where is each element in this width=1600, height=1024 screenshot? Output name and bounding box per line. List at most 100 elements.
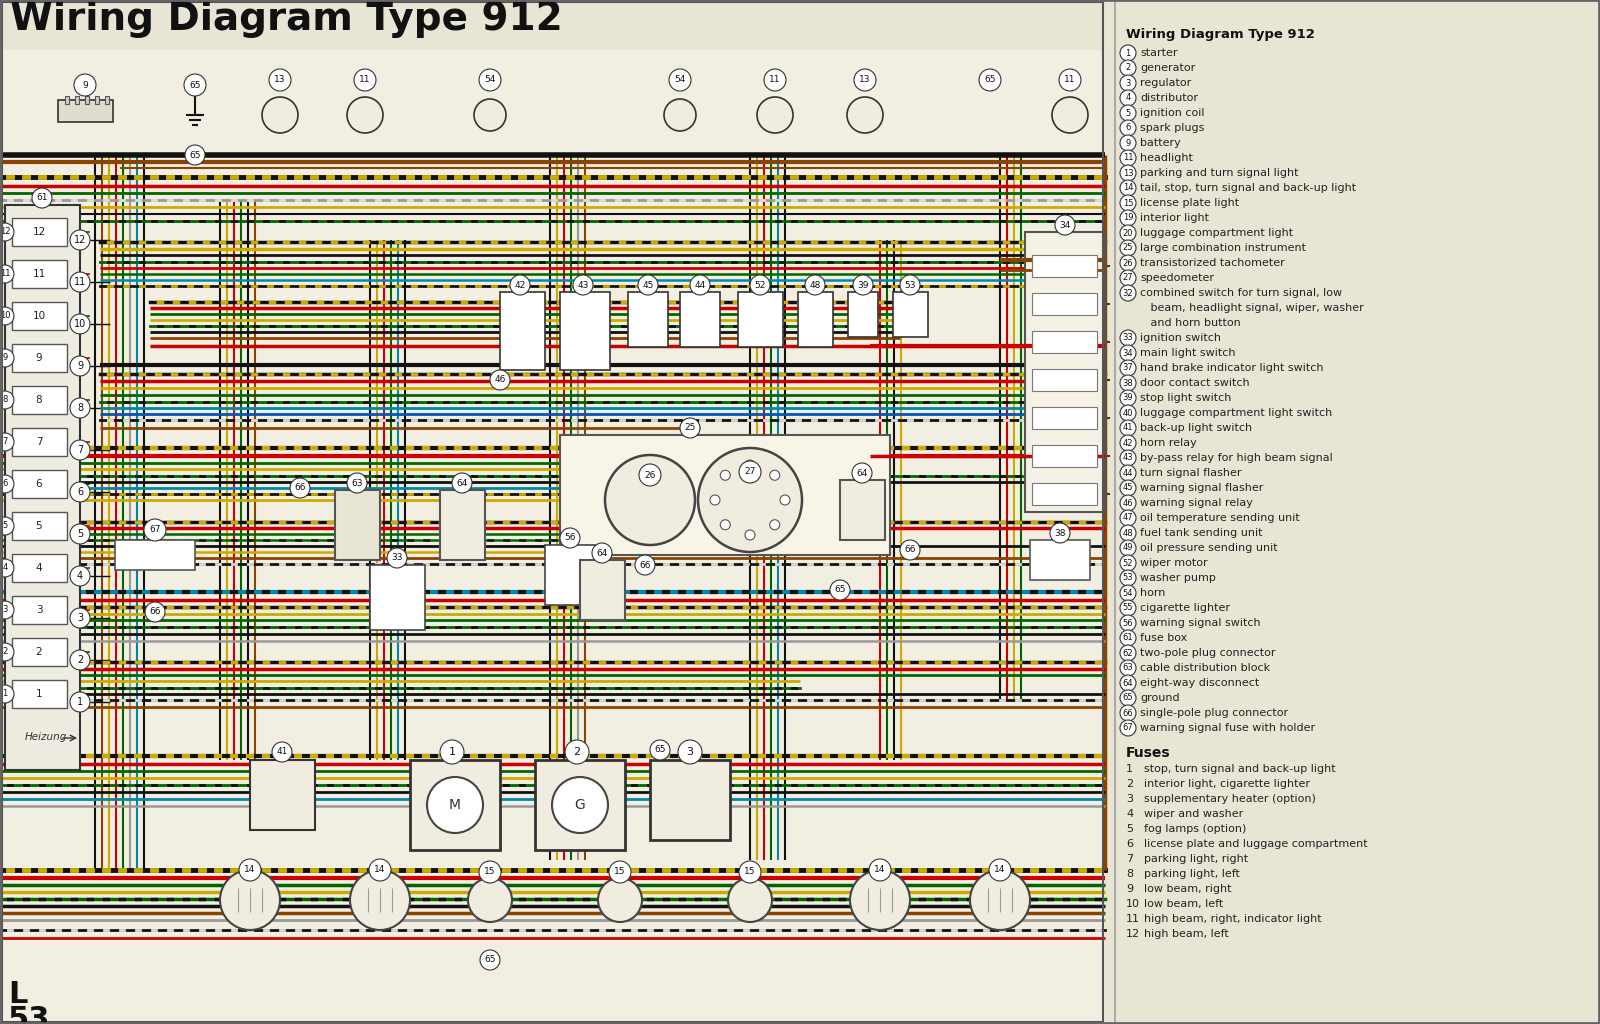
Circle shape — [1120, 180, 1136, 196]
Circle shape — [0, 601, 14, 618]
Text: 42: 42 — [514, 281, 526, 290]
Text: 2: 2 — [573, 746, 581, 757]
Text: 3: 3 — [2, 605, 8, 614]
Circle shape — [427, 777, 483, 833]
Text: 5: 5 — [1125, 109, 1131, 118]
Circle shape — [1120, 675, 1136, 691]
Text: 34: 34 — [1123, 348, 1133, 357]
Bar — [13, 596, 67, 624]
Text: regulator: regulator — [1139, 78, 1192, 88]
Text: 11: 11 — [0, 269, 10, 279]
Text: Wiring Diagram Type 912: Wiring Diagram Type 912 — [1126, 28, 1315, 41]
Text: 9: 9 — [82, 81, 88, 89]
Circle shape — [0, 475, 14, 493]
Text: 34: 34 — [1059, 220, 1070, 229]
Circle shape — [347, 97, 382, 133]
Text: 33: 33 — [392, 554, 403, 562]
Circle shape — [680, 418, 701, 438]
Bar — [13, 218, 67, 246]
Circle shape — [851, 463, 872, 483]
Text: wiper and washer: wiper and washer — [1144, 809, 1243, 819]
Text: 39: 39 — [1123, 393, 1133, 402]
Text: 64: 64 — [597, 549, 608, 557]
Text: oil temperature sending unit: oil temperature sending unit — [1139, 513, 1299, 523]
Circle shape — [573, 275, 594, 295]
Text: 65: 65 — [834, 586, 846, 595]
Text: 4: 4 — [1125, 93, 1131, 102]
Text: interior light, cigarette lighter: interior light, cigarette lighter — [1144, 779, 1310, 790]
Circle shape — [1120, 165, 1136, 181]
Circle shape — [635, 555, 654, 575]
Text: 41: 41 — [1123, 424, 1133, 432]
Text: 3: 3 — [686, 746, 693, 757]
Circle shape — [1120, 240, 1136, 256]
Circle shape — [1120, 285, 1136, 301]
Bar — [1032, 255, 1098, 278]
Circle shape — [70, 650, 90, 670]
Text: washer pump: washer pump — [1139, 573, 1216, 583]
Text: 15: 15 — [744, 867, 755, 877]
Circle shape — [1054, 215, 1075, 234]
Circle shape — [0, 433, 14, 451]
Circle shape — [1120, 406, 1136, 421]
Circle shape — [1120, 60, 1136, 76]
Text: eight-way disconnect: eight-way disconnect — [1139, 678, 1259, 688]
Circle shape — [610, 861, 630, 883]
Text: 66: 66 — [294, 483, 306, 493]
Text: 39: 39 — [858, 281, 869, 290]
Circle shape — [805, 275, 826, 295]
Bar — [334, 490, 381, 560]
Bar — [560, 435, 890, 555]
Bar — [94, 96, 99, 104]
Circle shape — [0, 265, 14, 283]
Text: 33: 33 — [1123, 334, 1133, 342]
Text: 9: 9 — [2, 353, 8, 362]
Bar — [410, 760, 499, 850]
Circle shape — [70, 608, 90, 628]
Text: low beam, left: low beam, left — [1144, 899, 1224, 909]
Circle shape — [592, 543, 611, 563]
Text: battery: battery — [1139, 138, 1181, 148]
Circle shape — [720, 470, 730, 480]
Circle shape — [565, 740, 589, 764]
Circle shape — [552, 777, 608, 833]
Bar — [1032, 369, 1098, 391]
Text: 14: 14 — [245, 865, 256, 874]
Text: 3: 3 — [35, 605, 42, 615]
Circle shape — [1120, 585, 1136, 601]
Text: 54: 54 — [485, 76, 496, 85]
Text: 32: 32 — [1123, 289, 1133, 298]
Circle shape — [1120, 525, 1136, 541]
Circle shape — [746, 460, 755, 470]
Bar — [627, 292, 669, 347]
Circle shape — [350, 870, 410, 930]
Text: 64: 64 — [1123, 679, 1133, 687]
Bar — [848, 292, 878, 337]
Text: license plate light: license plate light — [1139, 198, 1238, 208]
Text: 14: 14 — [994, 865, 1006, 874]
Text: 5: 5 — [35, 521, 42, 531]
Text: 43: 43 — [1123, 454, 1133, 463]
Text: Wiring Diagram Type 912: Wiring Diagram Type 912 — [10, 0, 563, 38]
Text: 10: 10 — [32, 311, 45, 321]
Text: headlight: headlight — [1139, 153, 1194, 163]
Text: 52: 52 — [754, 281, 766, 290]
Bar — [840, 480, 885, 540]
Circle shape — [638, 464, 661, 486]
Circle shape — [387, 548, 406, 568]
Text: parking and turn signal light: parking and turn signal light — [1139, 168, 1299, 178]
Text: 66: 66 — [904, 546, 915, 555]
Circle shape — [1120, 570, 1136, 586]
Text: 11: 11 — [770, 76, 781, 85]
Text: warning signal relay: warning signal relay — [1139, 498, 1253, 508]
Text: 48: 48 — [810, 281, 821, 290]
Text: 13: 13 — [859, 76, 870, 85]
Circle shape — [354, 69, 376, 91]
Bar — [13, 428, 67, 456]
Circle shape — [1120, 600, 1136, 616]
Text: spark plugs: spark plugs — [1139, 123, 1205, 133]
Circle shape — [728, 878, 771, 922]
Bar — [13, 386, 67, 414]
Circle shape — [970, 870, 1030, 930]
Circle shape — [739, 461, 762, 483]
